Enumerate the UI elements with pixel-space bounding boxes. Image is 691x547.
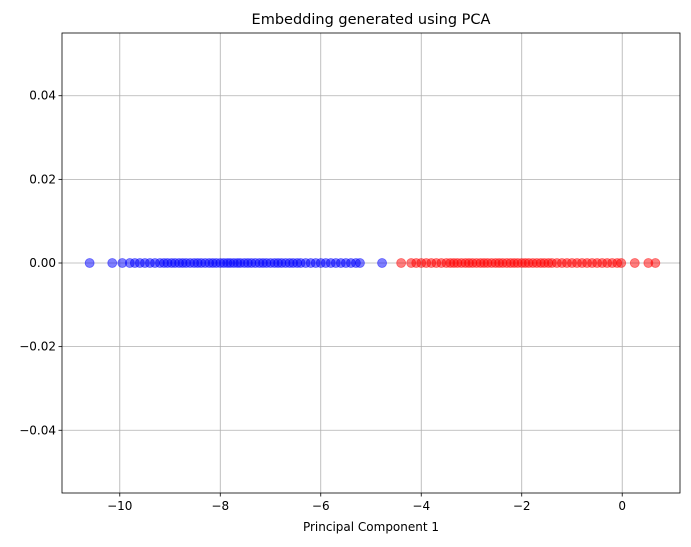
scatter-point [629, 258, 640, 268]
scatter-point [107, 258, 118, 268]
scatter-point [355, 258, 365, 268]
y-tick-label: 0.04 [29, 89, 56, 103]
x-tick-label: −4 [412, 499, 430, 513]
chart-title: Embedding generated using PCA [252, 12, 491, 28]
scatter-point [377, 258, 387, 268]
y-tick-label: 0.00 [29, 256, 56, 270]
x-tick-label: 0 [618, 499, 626, 513]
data-points [84, 258, 661, 268]
x-tick-label: −6 [312, 499, 330, 513]
x-axis-label: Principal Component 1 [303, 520, 439, 534]
x-tick-label: −2 [513, 499, 531, 513]
y-tick-label: 0.02 [29, 172, 56, 186]
y-tick-label: −0.04 [19, 423, 56, 437]
y-tick-label: −0.02 [19, 340, 56, 354]
scatter-point [650, 258, 661, 268]
scatter-point [396, 258, 407, 268]
x-tick-label: −8 [211, 499, 229, 513]
axis-ticks: −10 −8 −6 −4 −2 0 0.04 0.02 0.00 −0.02 −0.04 [19, 89, 626, 513]
x-tick-label: −10 [107, 499, 132, 513]
scatter-point [616, 258, 627, 268]
scatter-point [84, 258, 95, 268]
